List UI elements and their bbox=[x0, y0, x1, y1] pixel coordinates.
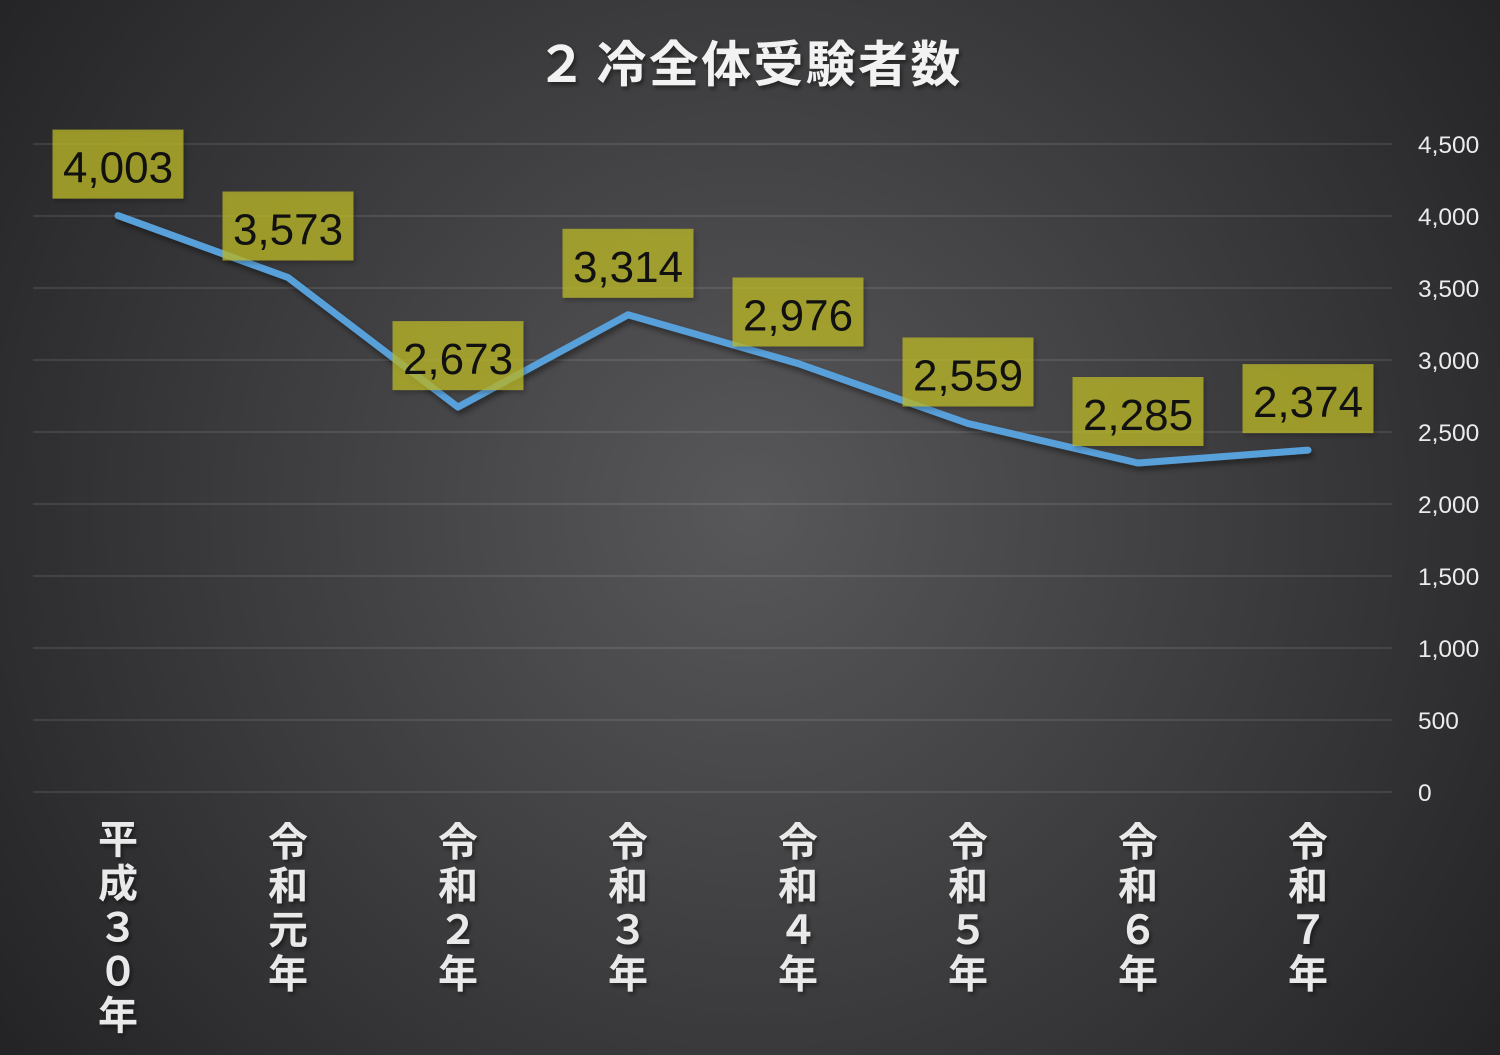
svg-text:2,976: 2,976 bbox=[743, 292, 853, 341]
svg-text:1,500: 1,500 bbox=[1418, 564, 1479, 591]
svg-text:2,500: 2,500 bbox=[1418, 420, 1479, 447]
svg-text:3,000: 3,000 bbox=[1418, 348, 1479, 375]
svg-text:4,000: 4,000 bbox=[1418, 204, 1479, 231]
svg-text:2,559: 2,559 bbox=[913, 352, 1023, 401]
svg-text:500: 500 bbox=[1418, 708, 1459, 735]
svg-text:0: 0 bbox=[1418, 780, 1432, 807]
svg-text:2,374: 2,374 bbox=[1253, 378, 1363, 427]
svg-text:2,000: 2,000 bbox=[1418, 492, 1479, 519]
svg-text:3,573: 3,573 bbox=[233, 206, 343, 255]
svg-text:2,285: 2,285 bbox=[1083, 391, 1193, 440]
svg-text:2,673: 2,673 bbox=[403, 335, 513, 384]
svg-text:3,500: 3,500 bbox=[1418, 276, 1479, 303]
svg-text:4,500: 4,500 bbox=[1418, 132, 1479, 159]
svg-text:3,314: 3,314 bbox=[573, 243, 683, 292]
svg-text:1,000: 1,000 bbox=[1418, 636, 1479, 663]
svg-text:4,003: 4,003 bbox=[63, 144, 173, 193]
